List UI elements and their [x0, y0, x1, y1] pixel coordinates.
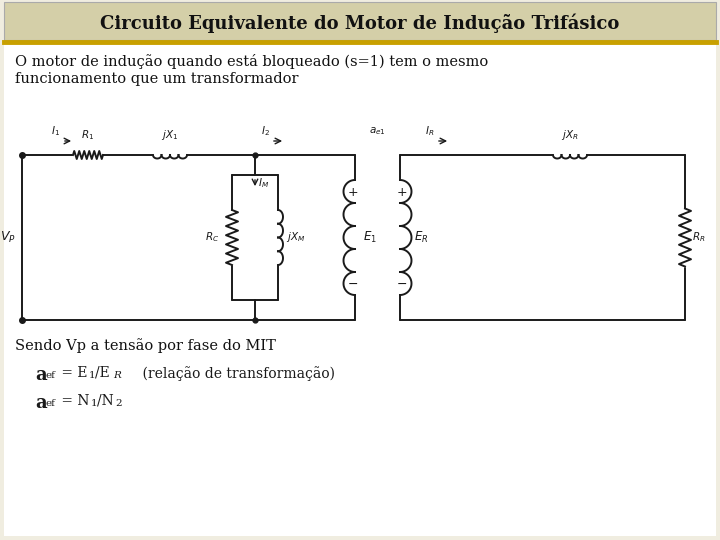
Text: funcionamento que um transformador: funcionamento que um transformador	[15, 72, 299, 86]
Text: ef: ef	[46, 371, 56, 380]
Text: 1: 1	[89, 371, 96, 380]
Text: $a_{e1}$: $a_{e1}$	[369, 125, 386, 137]
Text: $R_C$: $R_C$	[205, 231, 219, 245]
Text: $R_1$: $R_1$	[81, 128, 94, 142]
Text: Circuito Equivalente do Motor de Indução Trifásico: Circuito Equivalente do Motor de Indução…	[100, 14, 620, 33]
Text: $-$: $-$	[348, 276, 359, 289]
Text: a: a	[35, 394, 47, 412]
Text: $I_M$: $I_M$	[258, 176, 269, 190]
Text: $I_2$: $I_2$	[261, 124, 269, 138]
FancyBboxPatch shape	[4, 44, 716, 536]
Text: ef: ef	[46, 399, 56, 408]
Text: (relação de transformação): (relação de transformação)	[125, 366, 335, 381]
Text: $E_1$: $E_1$	[363, 230, 377, 245]
Text: $-$: $-$	[397, 276, 408, 289]
Text: $V_P$: $V_P$	[0, 230, 16, 245]
Text: $R_R$: $R_R$	[692, 231, 706, 245]
Text: $jX_M$: $jX_M$	[286, 231, 305, 245]
Text: O motor de indução quando está bloqueado (s=1) tem o mesmo: O motor de indução quando está bloqueado…	[15, 54, 488, 69]
Text: $jX_R$: $jX_R$	[561, 128, 579, 142]
Text: = N: = N	[57, 394, 89, 408]
Text: Sendo Vp a tensão por fase do MIT: Sendo Vp a tensão por fase do MIT	[15, 338, 276, 353]
Text: 2: 2	[115, 399, 122, 408]
Text: = E: = E	[57, 366, 88, 380]
Text: a: a	[35, 366, 47, 384]
Text: +: +	[348, 186, 359, 199]
Text: +: +	[397, 186, 408, 199]
Text: $E_R$: $E_R$	[414, 230, 428, 245]
Text: 1: 1	[91, 399, 98, 408]
Text: R: R	[113, 371, 121, 380]
Text: $I_1$: $I_1$	[51, 124, 60, 138]
Text: /N: /N	[97, 394, 114, 408]
Text: $jX_1$: $jX_1$	[161, 128, 179, 142]
Text: /E: /E	[95, 366, 109, 380]
FancyBboxPatch shape	[4, 2, 716, 40]
Text: $I_R$: $I_R$	[426, 124, 435, 138]
